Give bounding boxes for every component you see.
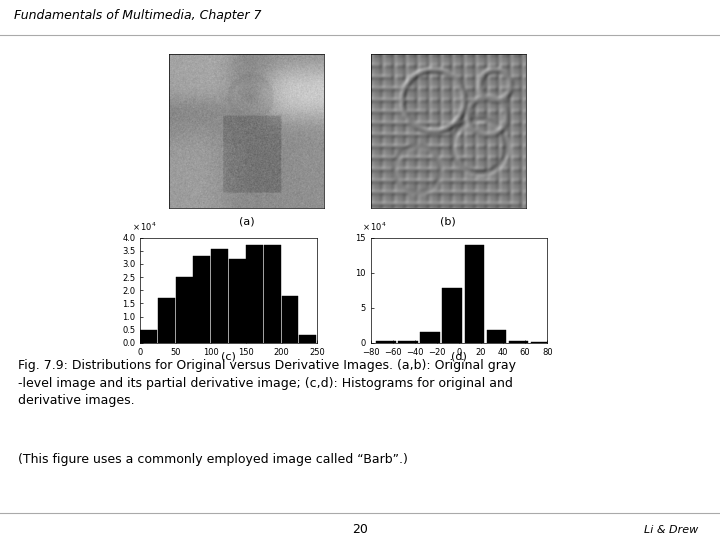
Bar (377, 341, 396, 343)
Bar (229, 259, 246, 343)
Bar (158, 298, 175, 343)
Bar (140, 330, 158, 343)
Bar (443, 288, 462, 343)
Bar (420, 332, 440, 343)
Bar (176, 277, 193, 343)
Text: Li & Drew: Li & Drew (644, 524, 698, 535)
Text: Fig. 7.9: Distributions for Original versus Derivative Images. (a,b): Original g: Fig. 7.9: Distributions for Original ver… (18, 359, 516, 407)
Bar (264, 246, 281, 343)
Bar (282, 295, 299, 343)
Text: (a): (a) (239, 217, 254, 226)
Text: Fundamentals of Multimedia, Chapter 7: Fundamentals of Multimedia, Chapter 7 (14, 10, 262, 23)
Text: (b): (b) (441, 217, 456, 226)
Text: $\times\,10^{4}$: $\times\,10^{4}$ (132, 221, 156, 233)
Bar (211, 249, 228, 343)
Text: (d): (d) (451, 352, 467, 361)
Bar (464, 245, 485, 343)
Text: (c): (c) (221, 352, 236, 361)
Bar (508, 341, 528, 343)
Text: (This figure uses a commonly employed image called “Barb”.): (This figure uses a commonly employed im… (18, 453, 408, 466)
Bar (193, 256, 210, 343)
Text: 20: 20 (352, 523, 368, 536)
Bar (300, 335, 316, 343)
Bar (398, 341, 418, 343)
Bar (531, 342, 551, 343)
Text: $\times\,10^{4}$: $\times\,10^{4}$ (362, 221, 387, 233)
Bar (246, 246, 264, 343)
Bar (487, 330, 506, 343)
